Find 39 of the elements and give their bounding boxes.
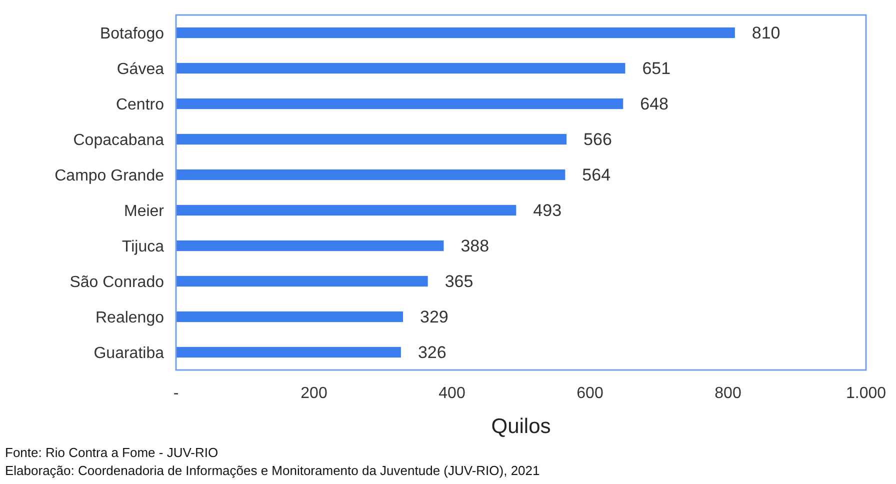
data-label: 365 [444,272,474,292]
x-tick-label: 400 [438,385,466,402]
data-label: 566 [584,130,612,150]
y-tick-label: Realengo [96,309,164,326]
y-tick-label: Guaratiba [94,344,164,362]
y-tick-label: Copacabana [73,132,164,149]
y-tick-label: Tijuca [122,238,164,256]
bar [176,346,401,358]
data-label: 651 [642,59,671,78]
data-label: 493 [533,201,562,220]
bar [176,240,444,252]
bar [176,98,624,110]
x-tick-label: 200 [300,385,328,402]
bar [176,204,516,216]
bar [176,169,566,180]
x-tick-label: 1.000 [846,385,886,402]
data-label: 329 [420,308,448,327]
data-label: 388 [460,236,490,256]
x-tick-label: 800 [714,385,742,402]
source-note: Fonte: Rio Contra a Fome - JUV-RIO [5,445,218,460]
y-tick-label: Meier [124,202,165,220]
bar [176,134,567,145]
bar [176,311,404,322]
bar [176,62,626,74]
y-tick-label: Botafogo [100,25,164,42]
x-tick-label: - [173,385,179,402]
y-tick-label: Gávea [116,60,164,78]
data-label: 564 [582,166,611,185]
data-label: 326 [418,343,446,362]
data-label: 648 [640,94,668,114]
bar [176,276,428,287]
y-tick-label: Campo Grande [54,167,164,184]
x-axis-title: Quilos [491,415,551,438]
text: Elaboração: Coordenadoria de Informações e Monitoramento da Juventude (JUV-RIO), 2021 [5,463,540,478]
y-tick-label: São Conrado [70,274,164,291]
y-tick-label: Centro [116,96,164,114]
x-tick-label: 600 [576,385,604,402]
data-label: 810 [752,24,780,43]
bar [176,27,735,38]
